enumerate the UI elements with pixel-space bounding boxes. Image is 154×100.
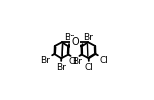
Text: Cl: Cl	[84, 63, 93, 72]
Text: Br: Br	[56, 63, 66, 72]
Text: Br: Br	[72, 57, 82, 66]
Text: Br: Br	[40, 56, 50, 65]
Text: O: O	[71, 37, 79, 47]
Text: Br: Br	[83, 33, 93, 42]
Text: Br: Br	[64, 33, 74, 42]
Text: Cl: Cl	[100, 56, 109, 65]
Text: Cl: Cl	[69, 57, 78, 66]
